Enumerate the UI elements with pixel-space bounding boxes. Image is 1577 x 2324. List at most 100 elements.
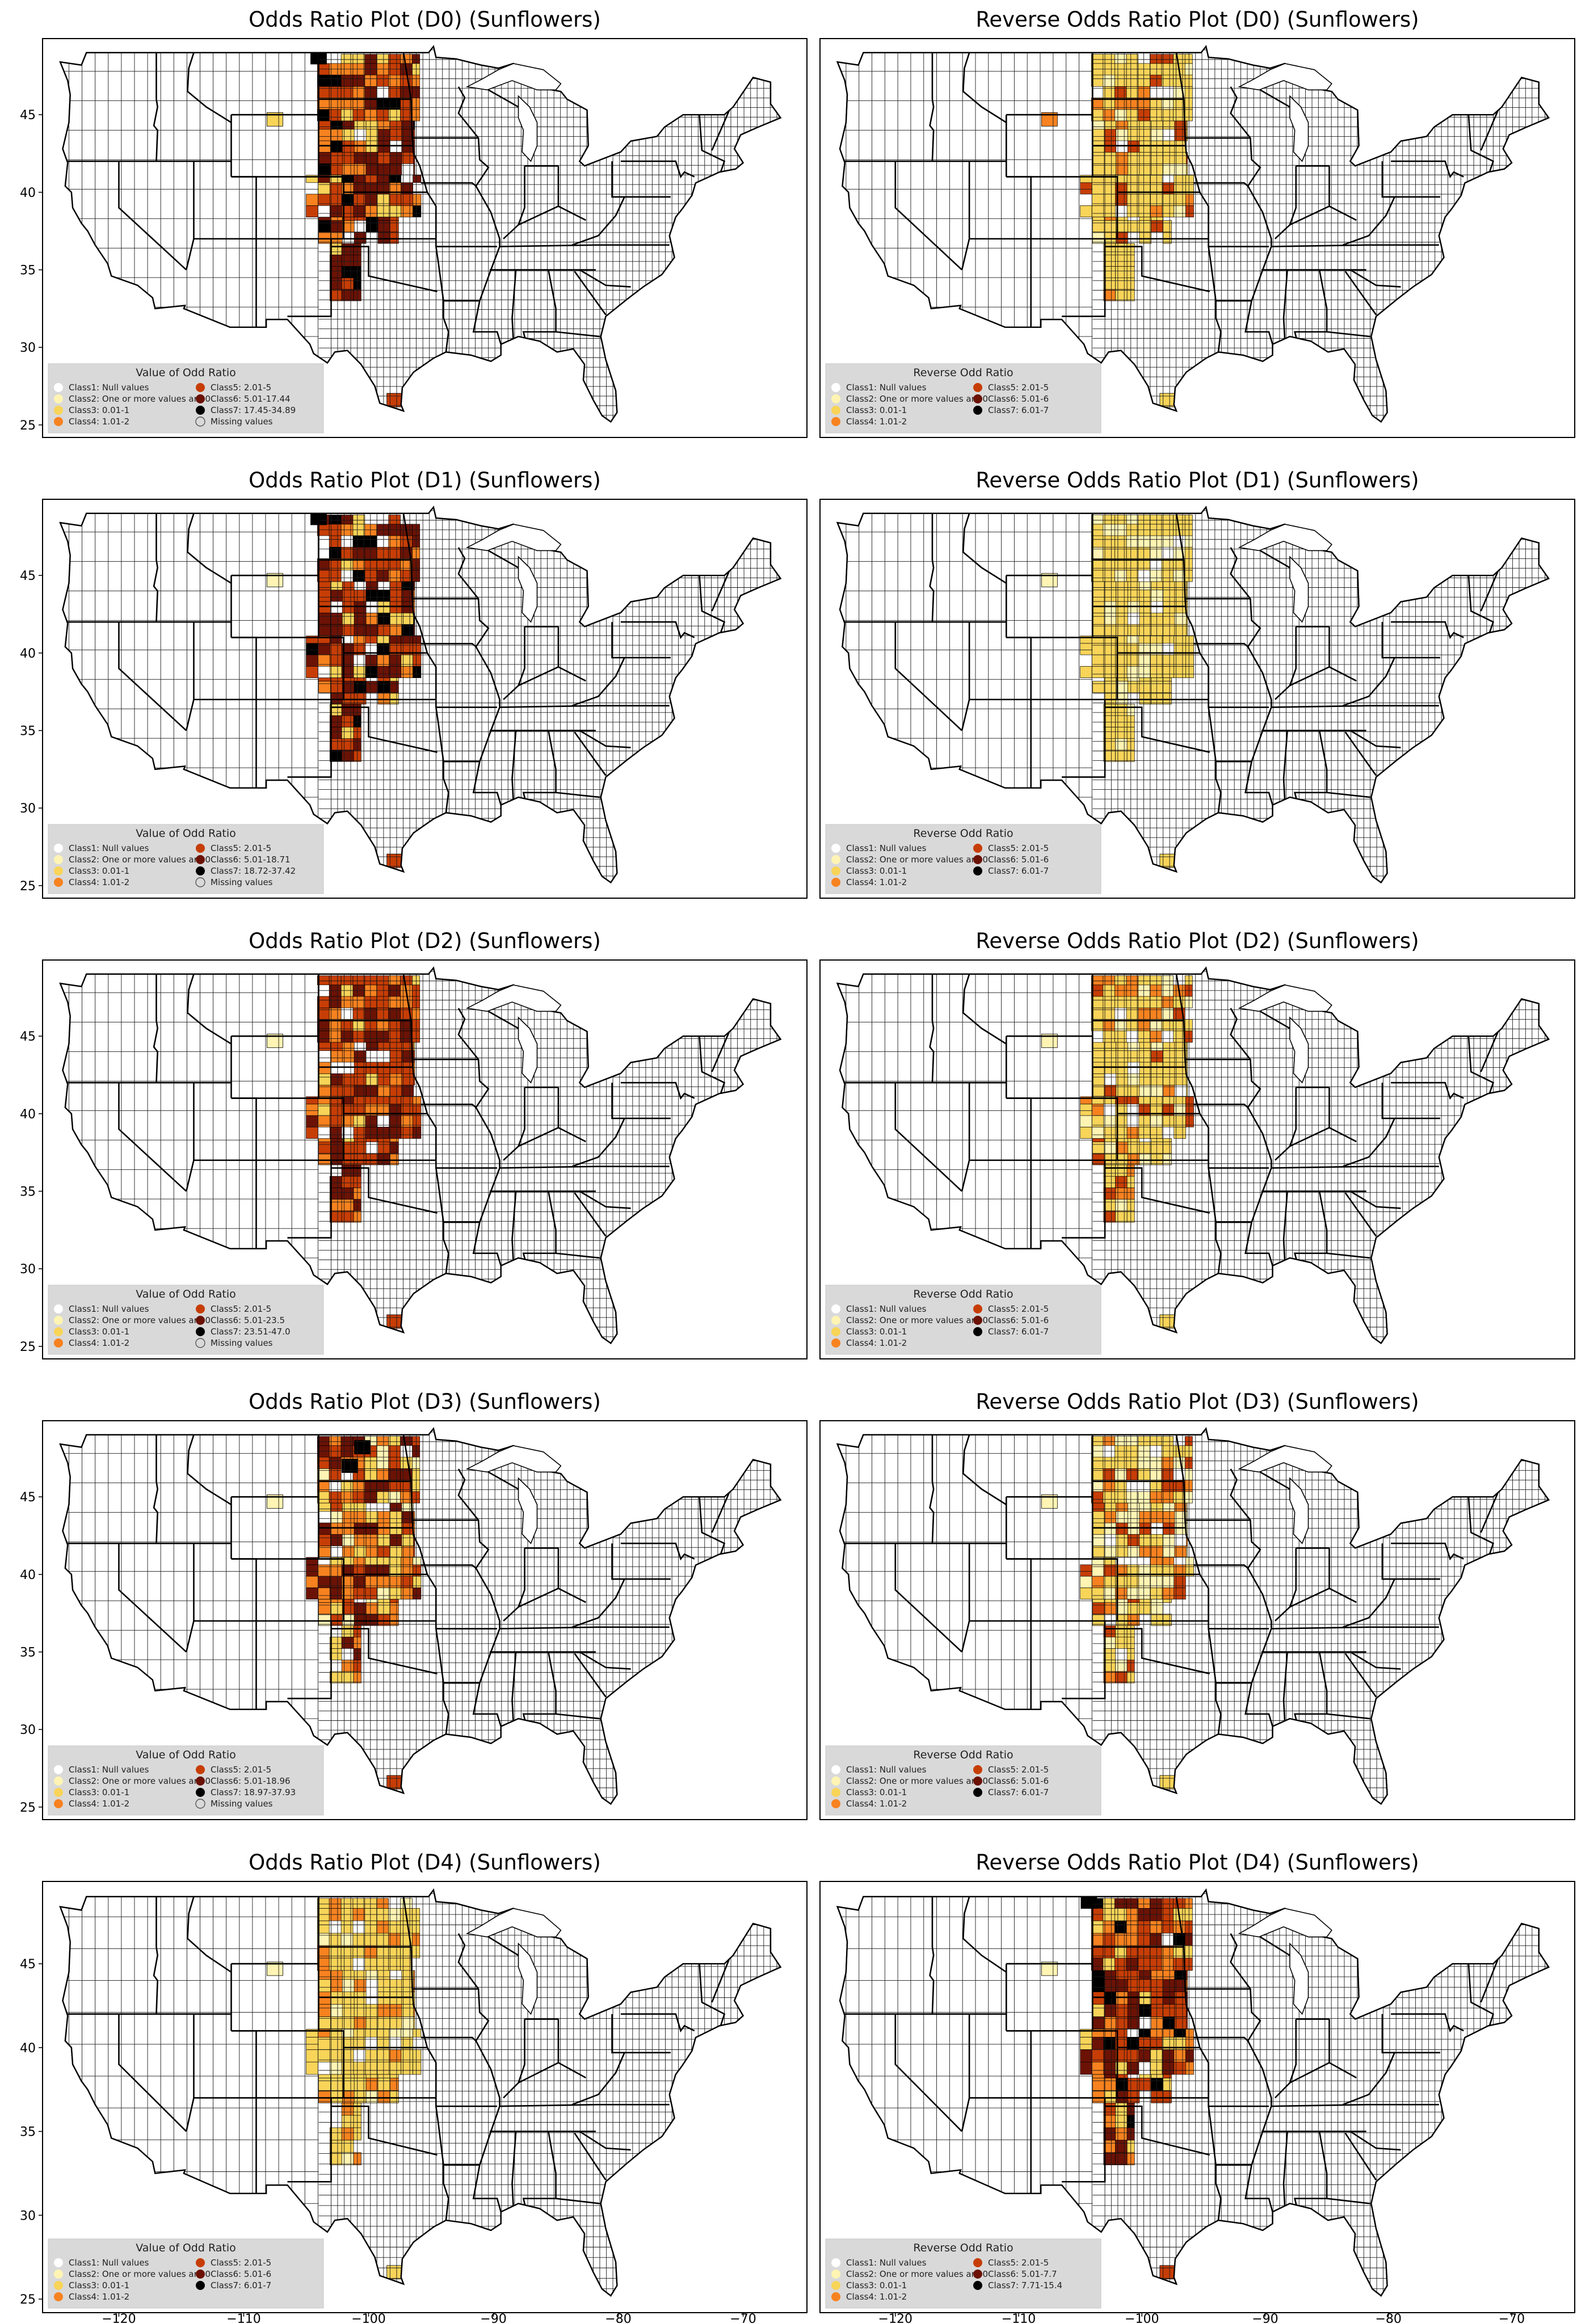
us-outline [59, 1888, 782, 2297]
county-cell [1080, 1587, 1092, 1599]
county-cell [401, 1992, 414, 2005]
county-cell [389, 120, 402, 130]
county-cell [389, 205, 402, 217]
county-cell [341, 2115, 354, 2128]
county-cell [401, 666, 413, 678]
county-cell [1185, 666, 1194, 678]
lake [465, 1908, 562, 1938]
county-cell [1091, 1126, 1104, 1139]
county-cell [1115, 1898, 1127, 1909]
county-cell [354, 1502, 367, 1512]
county-cell [1139, 1602, 1151, 1615]
legend-marker [831, 1327, 840, 1336]
county-cell [340, 1491, 354, 1504]
county-cell [1186, 1970, 1188, 1980]
county-cell [413, 120, 415, 130]
county-cell [400, 1920, 413, 1934]
county-cell [1138, 635, 1151, 644]
county-cell [1115, 1957, 1127, 1971]
county-cell [1127, 1502, 1140, 1512]
county-cell [377, 1557, 390, 1565]
county-cell [1104, 1602, 1116, 1615]
county-cell [1138, 2028, 1151, 2037]
legend-marker [196, 855, 205, 864]
axes-frame [819, 1881, 1575, 2313]
county-cell [329, 1587, 342, 1599]
county-cell [1092, 129, 1105, 141]
county-cell [352, 1491, 365, 1504]
county-cell [341, 1164, 354, 1177]
state-boundary [711, 1031, 730, 1072]
legend-marker [831, 1765, 840, 1774]
county-layer [60, 1428, 781, 1804]
county-cell [340, 515, 354, 525]
state-boundary [518, 2061, 586, 2084]
state-boundary [894, 2014, 963, 2132]
state-boundary [611, 1543, 671, 1580]
legend-label: Missing values [211, 1338, 273, 1348]
county-layer [837, 507, 1549, 883]
county-cell [1174, 635, 1186, 644]
county-cell [306, 2061, 318, 2075]
county-cell [318, 1138, 331, 1142]
county-cell [1174, 1073, 1187, 1085]
county-cell [1162, 590, 1175, 602]
county-cell [388, 109, 401, 121]
county-cell [1127, 677, 1140, 681]
legend-label: Class3: 0.01-1 [69, 405, 129, 415]
county-cell [377, 231, 390, 244]
county-cell [389, 1096, 402, 1105]
state-boundary [699, 1036, 726, 1094]
county-cell [364, 975, 377, 986]
county-cell [377, 666, 390, 678]
state-boundary [1342, 1578, 1395, 1628]
county-cell [1139, 1511, 1151, 1523]
county-cell [389, 231, 399, 244]
lake [518, 95, 538, 162]
state-boundary [1381, 1083, 1440, 1119]
county-cell [1161, 1920, 1174, 1934]
county-cell [1115, 1164, 1128, 1177]
county-cell [1161, 109, 1174, 121]
state-boundary [1282, 1191, 1288, 1263]
legend-marker [831, 1799, 840, 1808]
county-cell [1151, 2078, 1163, 2091]
county-cell [354, 120, 367, 130]
legend-marker [196, 2281, 205, 2290]
state-boundary [620, 160, 695, 179]
legend-label: Missing values [211, 877, 273, 887]
county-cell [1104, 677, 1116, 681]
legend-label: Class3: 0.01-1 [846, 866, 907, 876]
county-cell [413, 1557, 422, 1565]
county-cell [1127, 1979, 1140, 1992]
county-cell [341, 715, 354, 727]
state-boundary [1193, 2036, 1248, 2041]
county-cell [1091, 666, 1104, 678]
county-cell [1173, 74, 1185, 87]
county-cell [1162, 1142, 1172, 1154]
county-cell [341, 1176, 354, 1188]
legend-label: Class6: 5.01-18.96 [211, 1776, 291, 1786]
us-outline [836, 506, 1550, 884]
county-cell [376, 1456, 389, 1469]
county-layer [837, 1890, 1549, 2296]
lake [1289, 555, 1309, 623]
county-cell [1139, 1073, 1151, 1085]
state-boundary [1105, 706, 1210, 753]
state-boundary [1062, 699, 1106, 778]
state-boundary [1282, 730, 1288, 802]
county-cell [364, 996, 377, 1008]
county-cell [1185, 175, 1194, 183]
county-cell [377, 1073, 390, 1085]
y-tick-label: 25 [20, 879, 36, 894]
county-cell [341, 1636, 354, 1649]
state-boundary [1391, 1542, 1464, 1561]
county-cell [354, 2004, 367, 2017]
county-cell [1115, 266, 1128, 279]
county-cell [1126, 1898, 1139, 1909]
county-cell [365, 1073, 379, 1085]
county-cell [1161, 1898, 1174, 1909]
county-cell [386, 1775, 403, 1790]
legend-marker [831, 1338, 840, 1348]
county-cell [1092, 1142, 1105, 1154]
